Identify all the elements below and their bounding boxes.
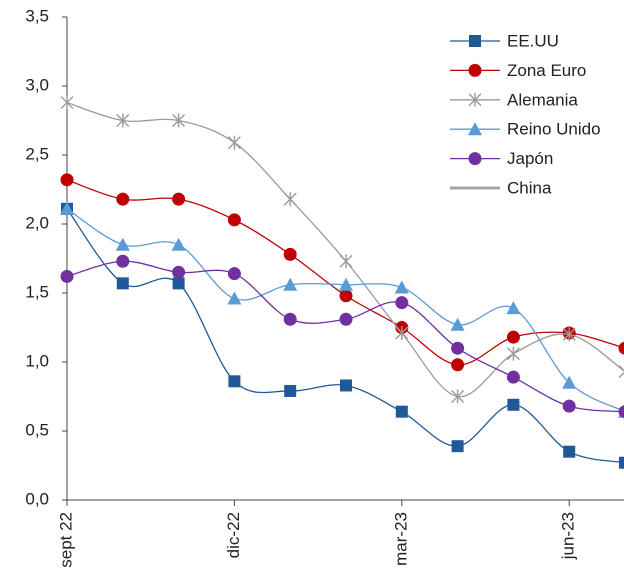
- marker: [618, 341, 624, 355]
- marker: [60, 173, 74, 187]
- marker: [506, 301, 521, 315]
- marker: [172, 113, 186, 128]
- marker: [284, 384, 297, 397]
- marker: [394, 280, 409, 294]
- series-line: [66, 208, 624, 464]
- marker: [116, 113, 130, 128]
- marker: [227, 267, 241, 281]
- marker: [60, 269, 74, 283]
- marker: [60, 201, 74, 215]
- y-tick-label: 1,5: [25, 282, 49, 301]
- marker: [172, 192, 186, 206]
- marker: [395, 405, 408, 418]
- marker: [340, 379, 352, 392]
- plot: [60, 95, 624, 469]
- marker: [506, 330, 520, 344]
- marker: [451, 440, 464, 453]
- legend-marker: [469, 35, 481, 47]
- legend-marker: [468, 122, 482, 136]
- legend-label: Reino Unido: [507, 120, 601, 139]
- marker: [171, 237, 186, 251]
- marker: [618, 405, 624, 419]
- marker: [227, 291, 242, 305]
- marker: [450, 317, 465, 331]
- marker: [451, 341, 465, 355]
- x-tick-label: mar-23: [391, 512, 410, 566]
- marker: [562, 327, 576, 342]
- legend-marker: [468, 152, 482, 166]
- marker: [283, 277, 298, 291]
- marker: [60, 95, 74, 110]
- marker: [172, 265, 186, 279]
- legend-label: Alemania: [507, 90, 578, 109]
- marker: [562, 375, 577, 389]
- marker: [563, 445, 576, 458]
- marker: [283, 312, 297, 326]
- marker: [618, 365, 624, 379]
- legend-label: China: [507, 178, 552, 197]
- series-line: [66, 101, 624, 398]
- y-tick-label: 2,0: [25, 213, 49, 232]
- marker: [227, 135, 241, 150]
- marker: [562, 399, 576, 413]
- y-tick-label: 0,0: [25, 489, 49, 508]
- legend-label: Japón: [507, 149, 553, 168]
- marker: [619, 456, 624, 469]
- marker: [227, 213, 241, 227]
- x-tick-label: jun-23: [559, 512, 578, 560]
- marker: [228, 375, 241, 388]
- marker: [451, 358, 465, 372]
- y-tick-label: 3,5: [25, 6, 49, 25]
- y-tick-label: 1,0: [25, 351, 49, 370]
- marker: [506, 346, 520, 361]
- legend-marker: [468, 63, 482, 77]
- marker: [116, 254, 130, 268]
- y-tick-label: 2,5: [25, 144, 49, 163]
- x-tick-label: dic-22: [224, 512, 243, 558]
- legend-label: EE.UU: [507, 31, 559, 50]
- marker: [115, 237, 130, 251]
- y-tick-label: 3,0: [25, 75, 49, 94]
- marker: [116, 277, 129, 290]
- y-tick-label: 0,5: [25, 420, 49, 439]
- legend-marker: [468, 92, 482, 107]
- marker: [507, 398, 520, 411]
- marker: [395, 296, 409, 310]
- marker: [283, 192, 297, 207]
- marker: [339, 277, 353, 291]
- marker: [339, 289, 353, 303]
- marker: [339, 312, 353, 326]
- marker: [451, 389, 465, 404]
- x-tick-label: sept 22: [56, 512, 75, 568]
- marker: [283, 247, 297, 261]
- marker: [116, 192, 130, 206]
- series-line: [66, 179, 624, 366]
- legend-label: Zona Euro: [507, 61, 586, 80]
- marker: [339, 254, 353, 269]
- marker: [172, 277, 185, 290]
- marker: [506, 370, 520, 384]
- marker: [395, 326, 409, 341]
